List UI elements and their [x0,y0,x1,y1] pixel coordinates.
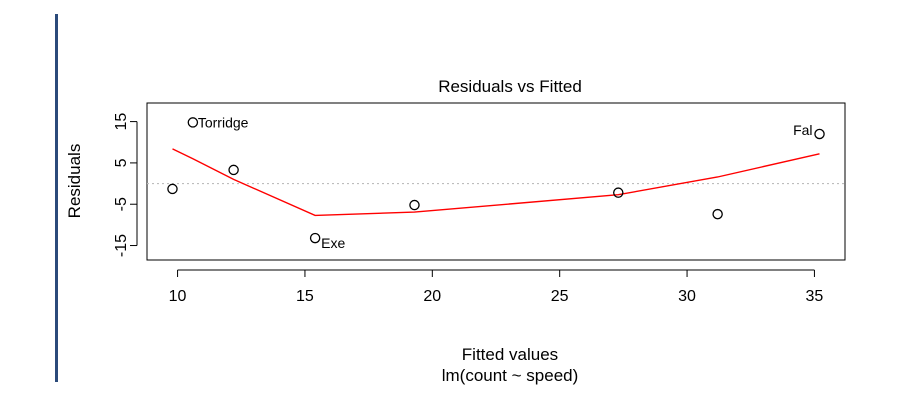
residual-point [814,128,825,140]
residual-point [409,199,420,211]
x-tick-label: 25 [551,288,569,305]
chart-subtitle: lm(count ~ speed) [442,366,579,385]
y-tick-label: 15 [113,113,130,131]
smooth-layer [172,148,820,217]
x-tick-label: 15 [296,288,314,305]
left-accent-rule [55,14,58,382]
x-axis-label: Fitted values [462,345,558,364]
x-tick-label: 35 [806,288,824,305]
axes-layer: 10 15 20 25 30 35 -15 -5 5 15 [113,113,823,305]
chart-title: Residuals vs Fitted [438,77,582,96]
residual-point [712,208,723,220]
plot-frame [146,102,846,261]
x-tick-label: 20 [423,288,441,305]
smooth-line [172,148,820,217]
points-layer: Torridge Exe Fal [167,114,825,251]
point-label: Torridge [198,114,249,130]
y-tick-label: 5 [113,158,130,167]
residual-point [613,187,624,198]
y-tick-label: -5 [113,197,130,211]
y-axis-label: Residuals [65,144,84,219]
point-label: Fal [793,122,812,138]
x-tick-label: 10 [169,288,187,305]
y-tick-label: -15 [113,234,130,257]
x-tick-label: 30 [678,288,696,305]
residual-point [309,232,321,244]
residual-point [187,117,199,128]
residual-point [228,164,239,176]
residual-point [167,183,178,195]
point-label: Exe [321,235,345,251]
